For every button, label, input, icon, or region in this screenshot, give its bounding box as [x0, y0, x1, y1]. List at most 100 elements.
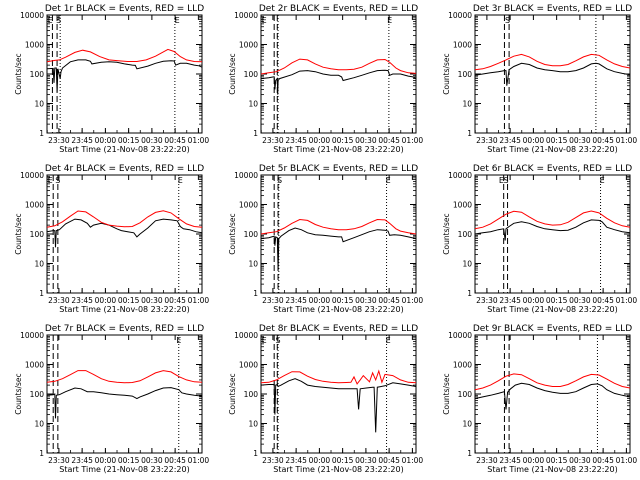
event-marker-label: E	[387, 16, 392, 25]
event-marker-label: E	[386, 336, 391, 345]
x-axis-label: Start Time (21-Nov-08 23:22:20)	[487, 305, 617, 314]
x-tick-label: 01:00	[616, 456, 638, 465]
event-marker-label: S	[55, 176, 60, 185]
x-axis-label: Start Time (21-Nov-08 23:22:20)	[487, 145, 617, 154]
y-tick-label: 10	[248, 100, 258, 109]
y-tick-label: 10000	[234, 171, 258, 180]
chart-title: Det 7r BLACK = Events, RED = LLD	[45, 324, 204, 334]
y-tick-label: 100	[458, 390, 473, 399]
y-tick-label: 10000	[20, 331, 44, 340]
y-tick-label: 100	[458, 230, 473, 239]
x-tick-label: 00:00	[523, 296, 545, 305]
y-tick-label: 10000	[448, 331, 472, 340]
y-tick-label: 10000	[234, 11, 258, 20]
chart-panel: Det 1r BLACK = Events, RED = LLD 1 10 100 10…	[14, 4, 209, 154]
events-series-line	[46, 218, 203, 248]
lld-series-line	[474, 210, 631, 230]
y-tick-label: 1	[39, 449, 44, 458]
chart-panel: Det 4r BLACK = Events, RED = LLD 1 10 100 10…	[14, 164, 209, 314]
x-axis-label: Start Time (21-Nov-08 23:22:20)	[273, 305, 403, 314]
event-marker-label: E	[262, 336, 267, 345]
y-tick-label: 10	[34, 420, 44, 429]
lld-series-line	[260, 369, 417, 385]
x-tick-label: 23:45	[285, 136, 307, 145]
y-tick-label: 10	[462, 100, 472, 109]
y-tick-label: 100	[458, 70, 473, 79]
x-tick-label: 23:30	[262, 296, 284, 305]
y-tick-label: 1000	[239, 201, 258, 210]
event-marker-label: S	[505, 16, 510, 25]
x-tick-label: 00:45	[378, 456, 400, 465]
y-tick-label: 100	[244, 70, 259, 79]
x-tick-label: 00:30	[355, 136, 377, 145]
x-tick-label: 00:15	[546, 296, 568, 305]
chart-panel: Det 8r BLACK = Events, RED = LLD 1 10 100 10…	[228, 324, 423, 474]
event-marker-label: E	[48, 176, 53, 185]
event-marker-label: E	[176, 336, 181, 345]
x-axis-label: Start Time (21-Nov-08 23:22:20)	[273, 145, 403, 154]
event-marker-label: E	[178, 176, 183, 185]
x-tick-label: 00:30	[355, 456, 377, 465]
y-tick-label: 1000	[453, 201, 472, 210]
chart-title: Det 4r BLACK = Events, RED = LLD	[45, 164, 204, 174]
y-tick-label: 100	[30, 230, 45, 239]
y-tick-label: 100	[30, 70, 45, 79]
x-tick-label: 01:00	[616, 296, 638, 305]
y-tick-label: 100	[30, 390, 45, 399]
x-tick-label: 00:30	[141, 456, 163, 465]
y-tick-label: 1	[467, 449, 472, 458]
chart-panel: Det 5r BLACK = Events, RED = LLD 1 10 100 10…	[228, 164, 423, 314]
y-tick-label: 10000	[448, 11, 472, 20]
x-tick-label: 23:45	[71, 456, 93, 465]
x-tick-label: 23:30	[48, 296, 70, 305]
y-tick-label: 1	[253, 449, 258, 458]
y-tick-label: 1000	[25, 201, 44, 210]
x-tick-label: 01:00	[188, 296, 210, 305]
x-tick-label: 00:15	[332, 456, 354, 465]
y-tick-label: 1	[467, 129, 472, 138]
x-tick-label: 23:45	[499, 456, 521, 465]
events-series-line	[260, 227, 417, 271]
chart-panel: Det 3r BLACK = Events, RED = LLD 1 10 100 10…	[442, 4, 637, 154]
lld-series-line	[46, 48, 203, 63]
x-tick-label: 00:00	[309, 136, 331, 145]
x-tick-label: 00:15	[332, 136, 354, 145]
event-marker-label: S	[56, 16, 61, 25]
event-marker-label: E	[499, 176, 504, 185]
x-tick-label: 23:30	[476, 136, 498, 145]
y-tick-label: 10	[34, 260, 44, 269]
x-tick-label: 00:45	[592, 136, 614, 145]
y-tick-label: 1	[253, 129, 258, 138]
x-tick-label: 00:30	[355, 296, 377, 305]
y-tick-label: 1	[39, 129, 44, 138]
y-tick-label: 1000	[453, 361, 472, 370]
y-tick-label: 10	[34, 100, 44, 109]
x-tick-label: 00:00	[523, 456, 545, 465]
lld-series-line	[474, 53, 631, 71]
event-marker-label: S	[277, 176, 282, 185]
y-tick-label: 1000	[453, 41, 472, 50]
y-axis-label: Counts/sec	[442, 373, 451, 414]
x-tick-label: 00:45	[592, 296, 614, 305]
x-tick-label: 00:45	[164, 296, 186, 305]
x-tick-label: 00:30	[569, 136, 591, 145]
x-tick-label: 00:30	[569, 456, 591, 465]
x-tick-label: 00:00	[309, 456, 331, 465]
y-axis-label: Counts/sec	[228, 373, 237, 414]
x-tick-label: 00:45	[378, 296, 400, 305]
x-tick-label: 23:45	[499, 296, 521, 305]
x-tick-label: 00:15	[118, 296, 140, 305]
events-series-line	[474, 382, 631, 410]
y-tick-label: 100	[244, 230, 259, 239]
x-axis-label: Start Time (21-Nov-08 23:22:20)	[59, 305, 189, 314]
x-tick-label: 23:45	[285, 456, 307, 465]
chart-title: Det 3r BLACK = Events, RED = LLD	[473, 4, 632, 14]
x-tick-label: 00:30	[141, 136, 163, 145]
x-axis-label: Start Time (21-Nov-08 23:22:20)	[487, 465, 617, 474]
x-tick-label: 00:00	[95, 456, 117, 465]
y-axis-label: Counts/sec	[442, 213, 451, 254]
lld-series-line	[46, 370, 203, 384]
x-tick-label: 01:00	[402, 136, 424, 145]
